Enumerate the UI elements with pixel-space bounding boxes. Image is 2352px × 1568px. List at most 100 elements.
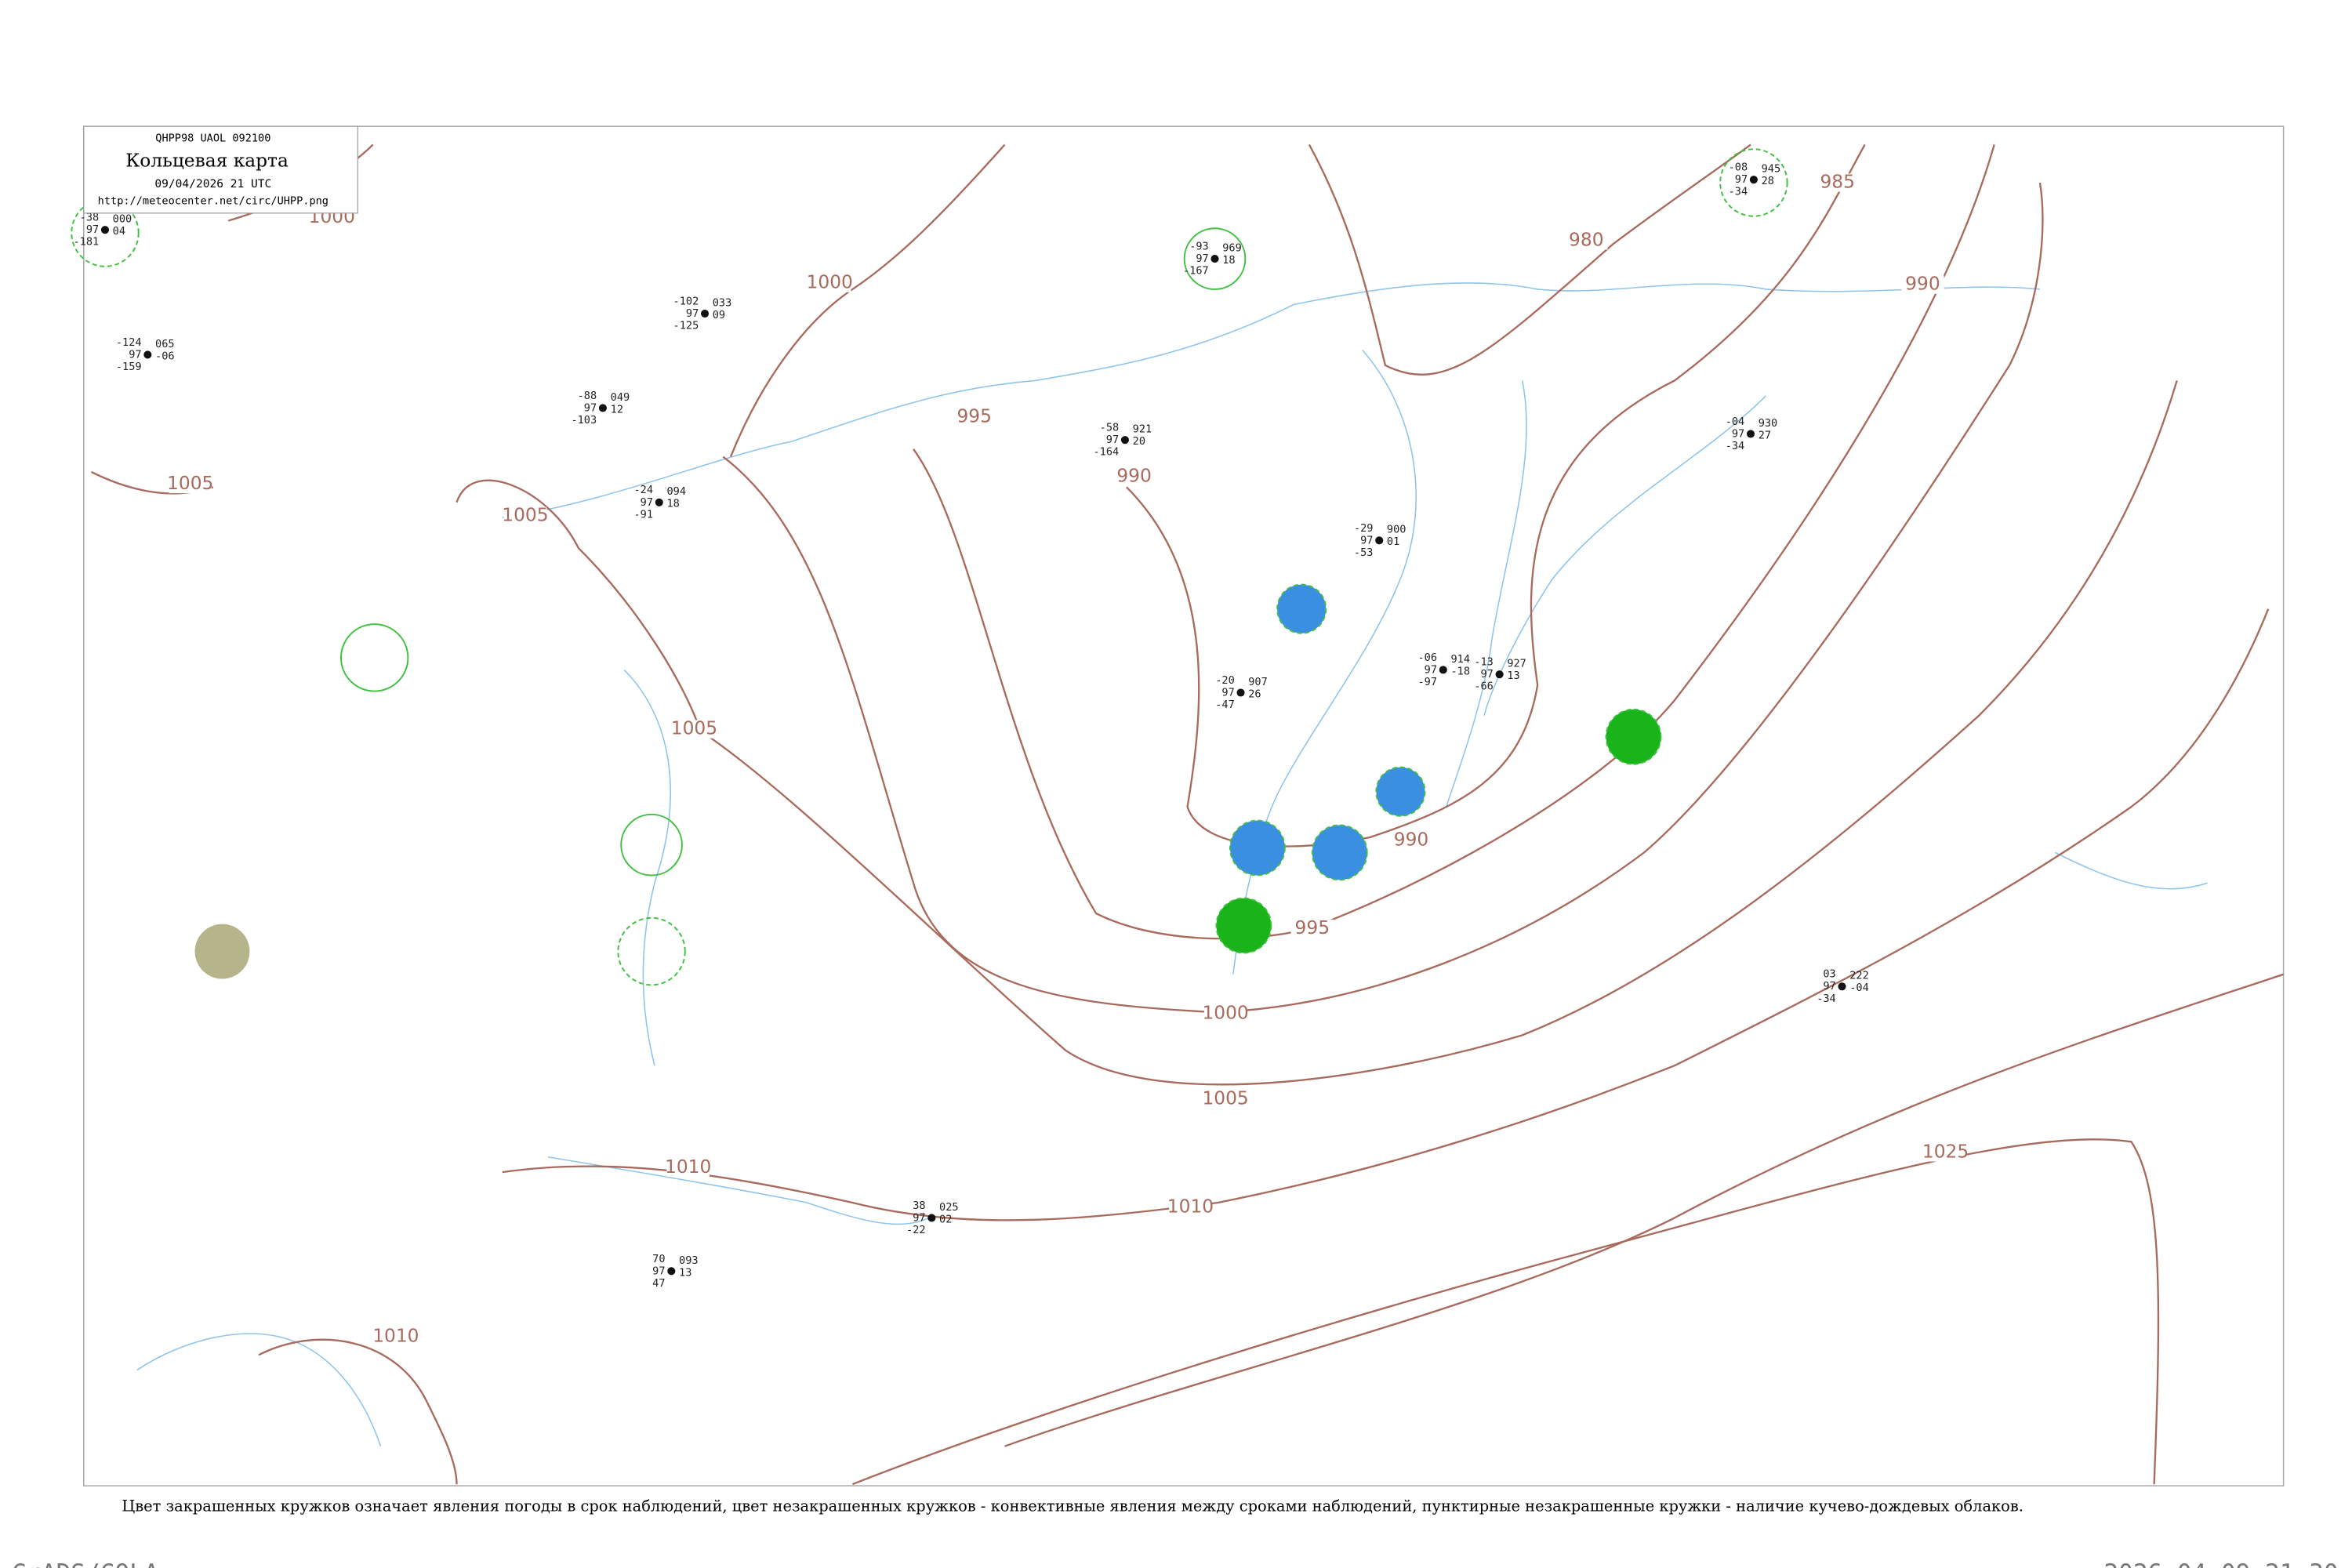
station-value: -13 bbox=[1474, 656, 1494, 669]
station-value: -47 bbox=[1215, 699, 1235, 711]
isobar-label: 995 bbox=[956, 406, 991, 427]
station-value: 26 bbox=[1248, 688, 1261, 700]
station-value: 27 bbox=[1759, 429, 1771, 441]
station-value: 01 bbox=[1387, 535, 1399, 548]
isobar-label-bg bbox=[1924, 1143, 1967, 1162]
station-value: 222 bbox=[1849, 970, 1869, 982]
legend-frame bbox=[83, 125, 358, 214]
station-value: -18 bbox=[1450, 665, 1470, 677]
convective-circle bbox=[620, 813, 683, 877]
map-frame bbox=[83, 125, 2285, 1486]
station-dot bbox=[1749, 176, 1758, 184]
station-value: 000 bbox=[113, 213, 132, 226]
station-value: 03 bbox=[1823, 968, 1835, 981]
station-dot bbox=[100, 226, 110, 234]
cb-circle bbox=[71, 198, 140, 267]
map-title: Кольцевая карта bbox=[125, 150, 289, 171]
weather-circle bbox=[194, 924, 250, 979]
station-value: 09 bbox=[713, 309, 725, 321]
station-dot bbox=[1120, 436, 1130, 445]
isobar-label: 1025 bbox=[1922, 1141, 1969, 1162]
station-value: -04 bbox=[1726, 416, 1745, 428]
station-value: 97 bbox=[641, 496, 653, 509]
station-value: 945 bbox=[1762, 163, 1781, 176]
station-value: 025 bbox=[939, 1201, 959, 1214]
station-value: 97 bbox=[1221, 686, 1234, 699]
station-value: 12 bbox=[611, 403, 623, 416]
station-dot bbox=[1210, 255, 1219, 263]
isobar-label: 1005 bbox=[502, 505, 548, 526]
station-value: -08 bbox=[1729, 162, 1748, 174]
isobar-label: 980 bbox=[1569, 229, 1603, 250]
isobar-label-bg bbox=[169, 474, 212, 494]
isobar-label-bg bbox=[1203, 1090, 1247, 1109]
isobar-label: 985 bbox=[1820, 172, 1854, 193]
isobar-label-bg bbox=[808, 274, 851, 292]
weather-circles bbox=[71, 148, 1788, 986]
station-value: 70 bbox=[652, 1253, 665, 1265]
station-value: -91 bbox=[633, 508, 653, 521]
legend-box: QHPP98 UAOL 092100 Кольцевая карта 09/04… bbox=[83, 125, 358, 214]
station-value: 97 bbox=[584, 401, 597, 414]
isobar-label: 995 bbox=[1295, 917, 1330, 938]
station-value: 18 bbox=[1222, 254, 1235, 267]
isobar-label-bg bbox=[374, 1327, 418, 1346]
isobar-label-bg bbox=[1290, 919, 1334, 938]
station-value: 97 bbox=[1823, 980, 1835, 993]
isobar-label-bg bbox=[503, 506, 547, 525]
station-dot bbox=[927, 1214, 936, 1222]
weather-circle bbox=[1276, 583, 1327, 634]
station-value: 04 bbox=[113, 225, 125, 238]
isobar-label: 990 bbox=[1394, 829, 1428, 850]
isobar-label-bg bbox=[1169, 1198, 1212, 1217]
station-value: 907 bbox=[1248, 676, 1268, 688]
station-dot bbox=[667, 1267, 676, 1276]
weather-circle bbox=[1311, 824, 1368, 881]
bulletin-code: QHPP98 UAOL 092100 bbox=[155, 132, 270, 145]
station-value: 28 bbox=[1762, 175, 1774, 187]
isobar-label: 990 bbox=[1116, 465, 1151, 486]
station-value: -34 bbox=[1726, 440, 1745, 452]
station-value: 065 bbox=[155, 338, 175, 350]
coastlines bbox=[136, 282, 2208, 1446]
station-dot bbox=[1375, 536, 1384, 545]
station-dot bbox=[700, 309, 710, 318]
station-value: -93 bbox=[1189, 241, 1209, 253]
convective-circle bbox=[1183, 227, 1247, 290]
weather-circle bbox=[1375, 766, 1426, 817]
station-value: 97 bbox=[86, 223, 99, 236]
station-value: 927 bbox=[1507, 658, 1526, 670]
station-value: -181 bbox=[74, 236, 100, 249]
station-value: -167 bbox=[1183, 265, 1209, 278]
map-datetime: 09/04/2026 21 UTC bbox=[154, 177, 271, 191]
isobar-label: 1005 bbox=[1202, 1087, 1248, 1109]
station-value: 093 bbox=[679, 1254, 699, 1267]
station-value: 20 bbox=[1133, 435, 1145, 448]
cb-circle bbox=[617, 916, 686, 986]
isobar-label-bg bbox=[666, 1158, 710, 1177]
isobar-label-bg bbox=[1565, 231, 1608, 250]
station-value: 97 bbox=[1196, 252, 1208, 265]
station-value: -66 bbox=[1474, 681, 1494, 693]
station-value: -53 bbox=[1354, 546, 1374, 559]
weather-circle bbox=[1605, 708, 1662, 765]
isobar-label: 1010 bbox=[372, 1325, 419, 1346]
isobar-label: 1005 bbox=[167, 473, 213, 494]
isobar-label-bg bbox=[1389, 831, 1433, 850]
isobar-label-bg bbox=[1203, 1004, 1247, 1023]
station-value: -34 bbox=[1729, 186, 1748, 198]
isobars bbox=[90, 143, 2284, 1486]
station-value: -103 bbox=[571, 414, 597, 426]
